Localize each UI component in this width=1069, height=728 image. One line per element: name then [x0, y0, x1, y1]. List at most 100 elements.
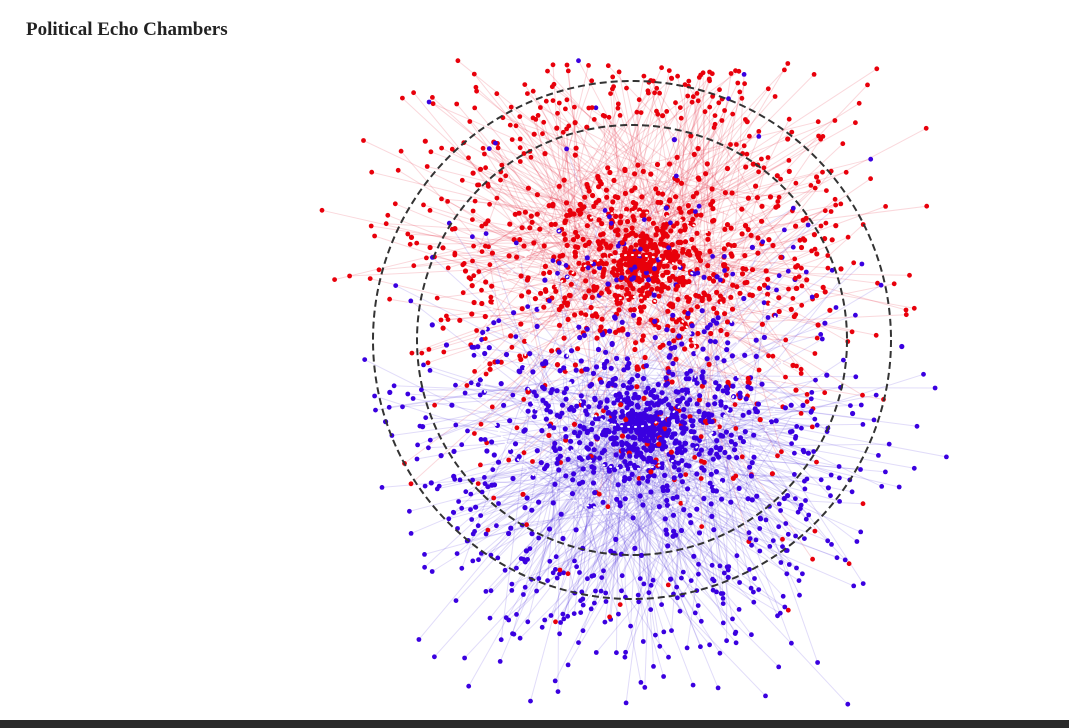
edge [409, 423, 747, 512]
node [632, 270, 638, 276]
node [534, 588, 539, 594]
node [856, 100, 862, 106]
node [643, 447, 649, 453]
edge [638, 342, 644, 602]
node [737, 580, 742, 585]
node [487, 361, 493, 367]
node [669, 434, 675, 440]
node [683, 462, 689, 468]
node [739, 206, 745, 212]
node [541, 270, 547, 276]
node [612, 382, 618, 388]
edge [527, 93, 725, 257]
edge [443, 307, 633, 353]
edge [381, 467, 614, 488]
edge [636, 144, 737, 276]
node [531, 131, 537, 137]
node [419, 350, 425, 356]
node [620, 451, 626, 457]
node [409, 350, 415, 356]
node [820, 134, 826, 139]
inner-ring [416, 124, 848, 556]
node [827, 307, 833, 313]
node [616, 307, 622, 313]
node [585, 265, 591, 271]
node [651, 292, 657, 298]
node [583, 312, 589, 318]
node [798, 366, 804, 372]
node [708, 330, 714, 337]
node [667, 277, 673, 284]
node [604, 286, 610, 292]
node [539, 624, 545, 630]
node [387, 389, 393, 395]
node [690, 94, 696, 100]
node [761, 282, 768, 288]
node [469, 311, 475, 317]
node [494, 195, 500, 201]
edge [563, 461, 691, 620]
node [635, 162, 641, 168]
node [706, 275, 713, 281]
node [582, 242, 589, 248]
node [548, 221, 554, 228]
edge [607, 333, 821, 398]
node [620, 382, 627, 389]
node [793, 533, 798, 539]
node [459, 505, 465, 511]
node [691, 245, 697, 251]
node [656, 504, 663, 510]
node [891, 281, 897, 287]
edge [528, 92, 649, 260]
node [793, 275, 798, 281]
node [822, 320, 828, 326]
node [655, 381, 661, 388]
node [907, 272, 912, 278]
node [426, 445, 431, 451]
node [696, 530, 703, 536]
node [803, 516, 809, 522]
node [581, 425, 587, 431]
node [367, 276, 373, 281]
node [482, 350, 488, 357]
edge [575, 499, 766, 697]
edge [523, 268, 735, 454]
node [615, 397, 621, 403]
node [685, 203, 691, 209]
edge [609, 512, 645, 585]
node [698, 476, 704, 481]
node [417, 423, 423, 429]
node [613, 392, 619, 398]
node [498, 177, 503, 183]
node [680, 569, 686, 575]
node [860, 422, 866, 427]
node [765, 86, 771, 92]
node [602, 208, 608, 213]
node [538, 105, 543, 110]
node [705, 402, 711, 408]
node [479, 489, 485, 495]
node [886, 441, 892, 447]
node [599, 450, 605, 456]
node [765, 276, 771, 282]
edge [578, 263, 597, 415]
node [637, 493, 643, 499]
node [653, 186, 659, 192]
node [468, 491, 474, 497]
node [654, 225, 660, 231]
node [589, 294, 596, 300]
node [517, 237, 523, 243]
node [695, 603, 701, 608]
node [568, 404, 574, 411]
node [630, 435, 636, 441]
node [549, 387, 555, 393]
edge [694, 281, 778, 457]
node [722, 254, 727, 259]
node [414, 240, 420, 246]
node [675, 296, 681, 302]
node [521, 151, 527, 156]
edge [662, 478, 761, 519]
node [535, 113, 541, 118]
node [641, 456, 647, 462]
node [674, 177, 681, 183]
